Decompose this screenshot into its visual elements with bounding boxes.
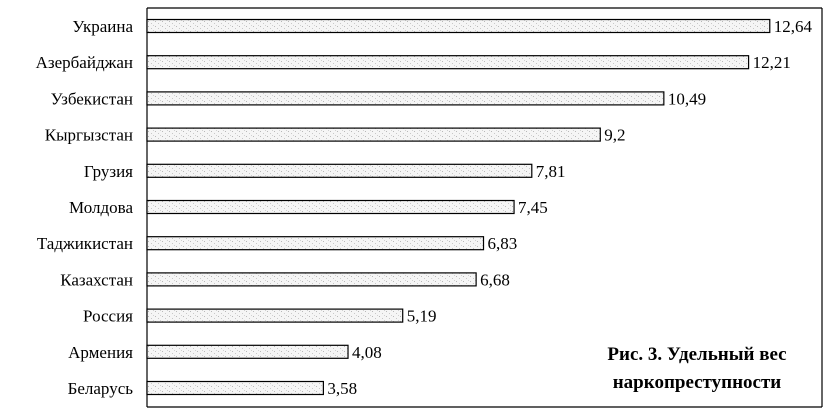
bar	[146, 163, 533, 178]
value-label: 6,83	[488, 234, 518, 253]
value-label: 4,08	[352, 343, 382, 362]
value-label: 6,68	[480, 270, 510, 289]
category-labels: Украина Азербайджан Узбекистан Кыргызстан Гр…	[36, 17, 134, 398]
bar	[146, 272, 477, 287]
bar	[146, 199, 515, 215]
category-label: Азербайджан	[36, 53, 133, 72]
value-label: 7,81	[536, 162, 566, 181]
category-label: Таджикистан	[37, 234, 133, 253]
value-label: 7,45	[518, 198, 548, 217]
category-label: Россия	[83, 307, 133, 326]
category-label: Кыргызстан	[45, 126, 133, 145]
category-label: Узбекистан	[51, 89, 133, 108]
category-label: Беларусь	[68, 379, 134, 398]
category-label: Грузия	[84, 162, 133, 181]
bar	[146, 344, 349, 359]
bar	[146, 236, 485, 251]
category-label: Армения	[68, 343, 133, 362]
value-label: 5,19	[407, 307, 437, 326]
value-labels: 12,64 12,21 10,49 9,2 7,81 7,456,83 6,68 5,19 4,…	[327, 17, 812, 398]
bar	[146, 308, 404, 323]
figure-caption-line-2: наркопреступности	[613, 372, 782, 393]
value-label: 3,58	[327, 379, 357, 398]
value-label: 12,21	[753, 53, 791, 72]
value-label: 9,2	[604, 126, 625, 145]
bar	[146, 127, 601, 142]
category-label: Украина	[72, 17, 133, 36]
category-label: Казахстан	[60, 270, 133, 289]
value-label: 12,64	[774, 17, 813, 36]
figure-caption-line-1: Рис. 3. Удельный вес	[607, 344, 786, 365]
bars-group	[146, 18, 771, 396]
category-label: Молдова	[69, 198, 133, 217]
bar	[146, 55, 750, 70]
bar	[146, 91, 665, 106]
bar	[146, 380, 324, 396]
plot-frame	[146, 7, 823, 408]
value-label: 10,49	[668, 89, 706, 108]
bar	[146, 18, 771, 34]
